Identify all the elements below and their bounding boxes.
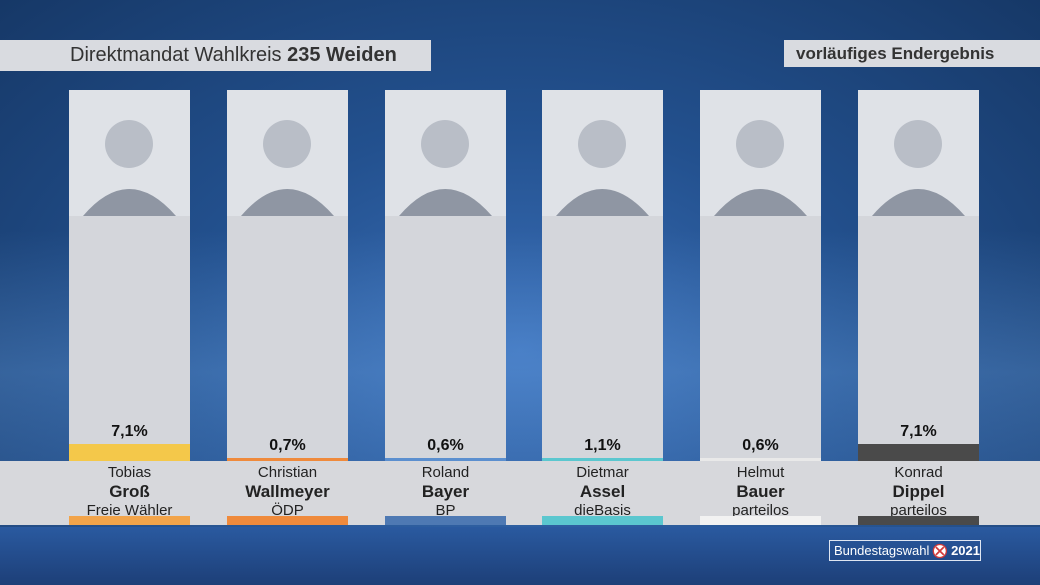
candidate-last-name: Groß — [109, 482, 150, 501]
bar — [542, 458, 663, 461]
data-label: 7,1% — [111, 423, 148, 440]
candidate-last-name: Bayer — [421, 482, 470, 501]
candidate-last-name: Bauer — [736, 482, 785, 501]
data-label: 7,1% — [900, 423, 937, 440]
bar-track: 0,6% — [700, 216, 821, 461]
candidate-photo — [700, 90, 821, 216]
candidate-party: Freie Wähler — [86, 502, 173, 519]
candidate-first-name: Christian — [257, 464, 318, 481]
candidate-name-block: Roland Bayer BP — [385, 464, 506, 519]
candidate-photo — [858, 90, 979, 216]
bar-track: 0,6% — [385, 216, 506, 461]
data-label: 0,6% — [742, 437, 779, 454]
candidate-party: parteilos — [732, 502, 789, 519]
bottom-band — [0, 527, 1040, 585]
data-label: 0,7% — [269, 437, 306, 454]
candidate-first-name: Roland — [421, 464, 470, 481]
data-label: 1,1% — [584, 437, 621, 454]
candidate-photo — [542, 90, 663, 216]
bar-track: 7,1% — [69, 216, 190, 461]
candidate-last-name: Dippel — [892, 482, 945, 501]
chart-title: Direktmandat Wahlkreis 235 Weiden — [70, 44, 397, 67]
party-color-stripe — [542, 516, 663, 525]
party-color-stripe — [227, 516, 348, 525]
bar-track: 0,7% — [227, 216, 348, 461]
candidate-party: ÖDP — [271, 502, 304, 519]
bar — [858, 444, 979, 461]
bar-track: 1,1% — [542, 216, 663, 461]
party-color-stripe — [858, 516, 979, 525]
ballot-icon — [933, 543, 948, 558]
candidate-first-name: Konrad — [894, 464, 943, 481]
candidate-name-block: Christian Wallmeyer ÖDP — [227, 464, 348, 519]
candidate-first-name: Dietmar — [576, 464, 629, 481]
candidate-name-block: Helmut Bauer parteilos — [700, 464, 821, 519]
status-box: vorläufiges Endergebnis — [784, 40, 1040, 67]
candidate-last-name: Assel — [579, 482, 626, 501]
data-label: 0,6% — [427, 437, 464, 454]
logo: Bundestagswahl 2021 — [829, 540, 981, 561]
status-label: vorläufiges Endergebnis — [796, 43, 995, 63]
title-box: Direktmandat Wahlkreis 235 Weiden — [0, 40, 431, 71]
title-bold: 235 Weiden — [287, 44, 397, 66]
logo-text: Bundestagswahl — [834, 543, 930, 558]
party-color-stripe — [700, 516, 821, 525]
party-color-stripe — [69, 516, 190, 525]
bar — [700, 458, 821, 461]
bar — [69, 444, 190, 461]
name-strip — [0, 461, 1040, 525]
candidate-photo — [385, 90, 506, 216]
title-prefix: Direktmandat Wahlkreis — [70, 44, 282, 66]
party-color-stripe — [385, 516, 506, 525]
candidate-last-name: Wallmeyer — [245, 482, 330, 501]
candidate-first-name: Helmut — [736, 464, 785, 481]
candidate-photo — [227, 90, 348, 216]
candidate-name-block: Konrad Dippel parteilos — [858, 464, 979, 519]
candidate-first-name: Tobias — [107, 464, 152, 481]
candidate-photo — [69, 90, 190, 216]
bar — [385, 458, 506, 461]
candidate-party: dieBasis — [574, 502, 631, 519]
logo-year: 2021 — [951, 543, 980, 558]
candidate-name-block: Dietmar Assel dieBasis — [542, 464, 663, 519]
candidate-party: BP — [435, 502, 456, 519]
candidate-party: parteilos — [890, 502, 947, 519]
candidate-name-block: Tobias Groß Freie Wähler — [69, 464, 190, 519]
bar-track: 7,1% — [858, 216, 979, 461]
bar — [227, 458, 348, 461]
